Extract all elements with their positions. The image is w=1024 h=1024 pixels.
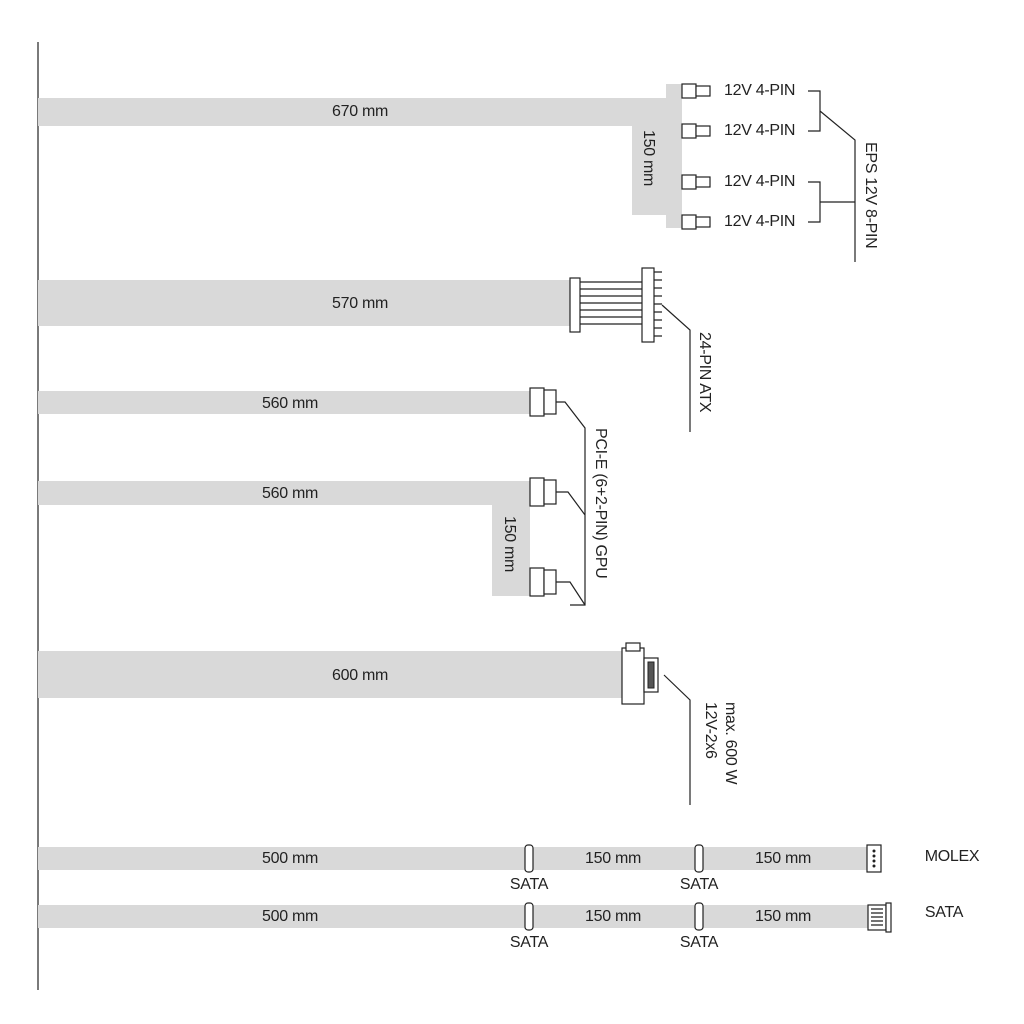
length-label: 600 mm <box>332 667 388 684</box>
tap-label: SATA <box>510 876 549 893</box>
length-label: 500 mm <box>262 850 318 867</box>
atx-cable <box>38 267 691 432</box>
group-label: 12V-2x6 <box>702 702 719 759</box>
tap-label: SATA <box>680 876 719 893</box>
hpwr-cable <box>38 642 691 805</box>
molex-chain <box>38 844 882 873</box>
group-label: EPS 12V 8-PIN <box>862 142 879 248</box>
length-label: 500 mm <box>262 908 318 925</box>
connector-label: 12V 4-PIN <box>724 173 795 190</box>
group-label: 24-PIN ATX <box>696 332 713 413</box>
tap-label: SATA <box>510 934 549 951</box>
sata-chain <box>38 902 892 933</box>
tap-label: SATA <box>680 934 719 951</box>
length-label: 150 mm <box>755 908 811 925</box>
connector-label: 12V 4-PIN <box>724 82 795 99</box>
extension-label: 150 mm <box>640 130 657 186</box>
length-label: 560 mm <box>262 485 318 502</box>
connector-label: 12V 4-PIN <box>724 213 795 230</box>
group-label: PCI-E (6+2-PIN) GPU <box>592 428 609 578</box>
length-label: 560 mm <box>262 395 318 412</box>
end-label: MOLEX <box>925 848 980 865</box>
length-label: 150 mm <box>585 908 641 925</box>
length-label: 570 mm <box>332 295 388 312</box>
group-label: max. 600 W <box>722 702 739 786</box>
connector-label: 12V 4-PIN <box>724 122 795 139</box>
length-label: 150 mm <box>755 850 811 867</box>
length-label: 150 mm <box>585 850 641 867</box>
length-label: 670 mm <box>332 103 388 120</box>
pcie-cables <box>38 387 586 606</box>
extension-label: 150 mm <box>501 516 518 572</box>
eps-cable <box>38 83 856 262</box>
end-label: SATA <box>925 904 964 921</box>
